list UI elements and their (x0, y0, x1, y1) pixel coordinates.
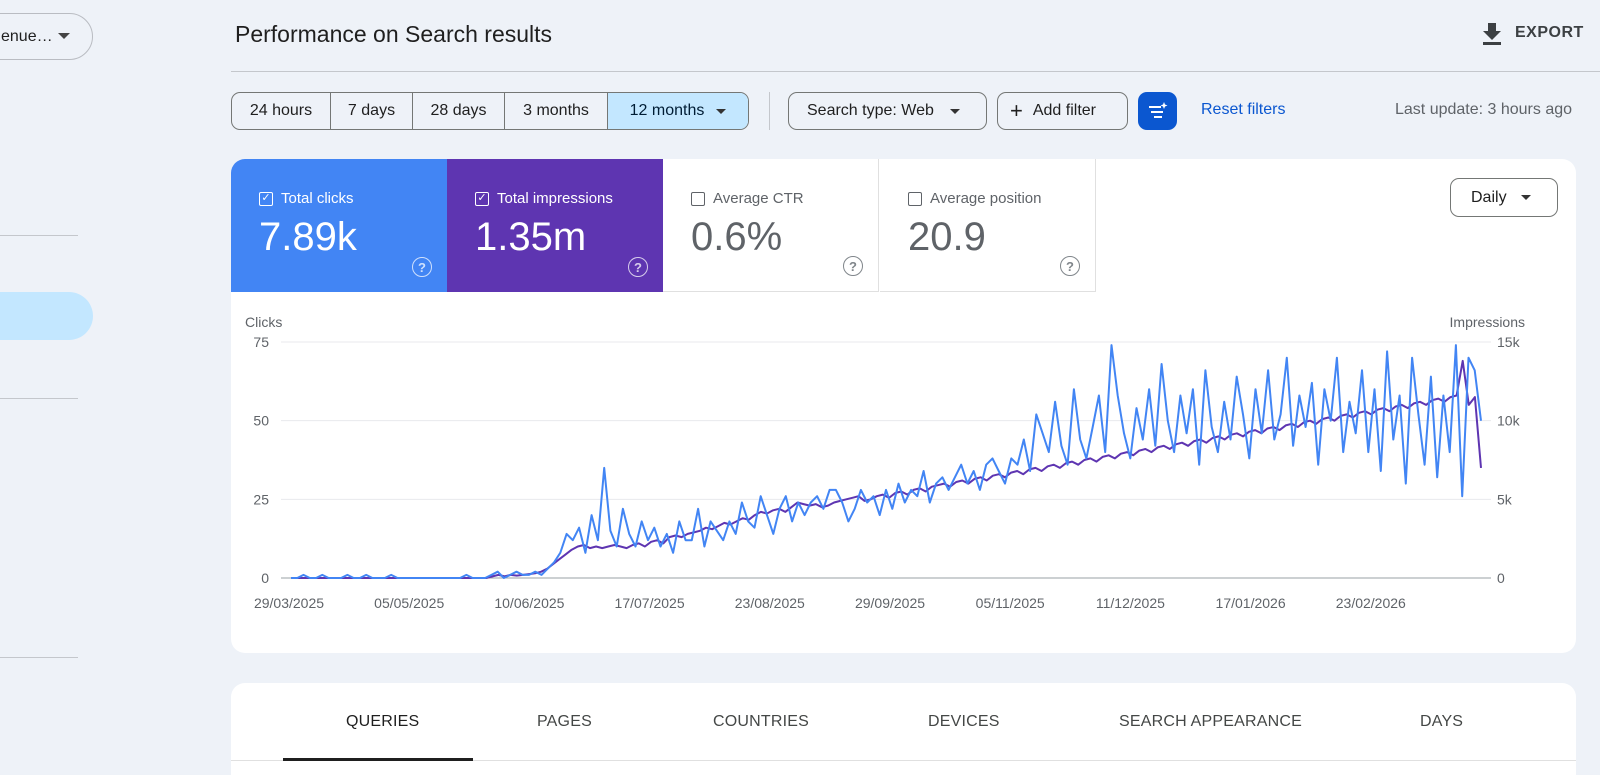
metric-value: 0.6% (691, 215, 783, 259)
plus-icon: + (1010, 98, 1023, 123)
x-tick-label: 29/09/2025 (855, 595, 925, 611)
x-tick-label: 23/08/2025 (735, 595, 805, 611)
right-tick-label: 10k (1497, 413, 1521, 429)
header-divider (231, 71, 1600, 72)
sidebar-divider (0, 235, 78, 236)
download-icon (1483, 23, 1501, 45)
left-tick-label: 25 (253, 491, 269, 507)
range-24-hours[interactable]: 24 hours (232, 93, 331, 129)
metric-total-clicks[interactable]: ✓ Total clicks 7.89k ? (231, 159, 447, 292)
help-icon[interactable]: ? (1060, 256, 1080, 276)
sidebar-item-performance[interactable] (0, 292, 93, 340)
chevron-down-icon (716, 108, 727, 114)
right-axis-title: Impressions (1450, 314, 1525, 330)
metric-value: 20.9 (908, 215, 986, 259)
add-filter-label: Add filter (1032, 102, 1096, 119)
tabs-divider (231, 760, 1576, 761)
dimension-tabs: QUERIES PAGES COUNTRIES DEVICES SEARCH A… (231, 683, 1576, 775)
search-type-label: Search type: Web (807, 102, 934, 119)
x-tick-label: 17/07/2025 (615, 595, 685, 611)
tab-countries[interactable]: COUNTRIES (713, 713, 810, 730)
checkbox-checked-icon[interactable]: ✓ (259, 191, 273, 206)
tab-queries[interactable]: QUERIES (346, 713, 420, 730)
last-update-text: Last update: 3 hours ago (1395, 101, 1573, 118)
range-28-days[interactable]: 28 days (413, 93, 505, 129)
x-tick-label: 23/02/2026 (1336, 595, 1406, 611)
filter-settings-button[interactable] (1138, 92, 1177, 130)
left-tick-label: 50 (253, 413, 269, 429)
x-tick-label: 05/05/2025 (374, 595, 444, 611)
page-title: Performance on Search results (235, 21, 553, 47)
help-icon[interactable]: ? (412, 257, 432, 277)
export-button[interactable]: EXPORT (1481, 21, 1584, 45)
help-icon[interactable]: ? (843, 256, 863, 276)
x-tick-label: 10/06/2025 (494, 595, 564, 611)
checkbox-unchecked-icon[interactable] (908, 191, 922, 206)
series-line-clicks (291, 344, 1482, 579)
granularity-label: Daily (1471, 188, 1507, 206)
help-icon[interactable]: ? (628, 257, 648, 277)
active-tab-indicator (283, 758, 473, 761)
range-3-months[interactable]: 3 months (505, 93, 608, 129)
range-12-months[interactable]: 12 months (608, 93, 748, 129)
right-tick-label: 15k (1497, 334, 1521, 350)
filter-separator (769, 92, 770, 130)
left-tick-label: 75 (253, 334, 269, 350)
tune-icon (1148, 102, 1167, 118)
metric-average-position[interactable]: Average position 20.9 ? (880, 159, 1096, 292)
granularity-select[interactable]: Daily (1450, 178, 1558, 217)
metric-total-impressions[interactable]: ✓ Total impressions 1.35m ? (447, 159, 663, 292)
export-label: EXPORT (1515, 24, 1584, 41)
tab-devices[interactable]: DEVICES (928, 713, 1000, 730)
performance-chart: Clicks Impressions 0 0 25 5k 50 10k 75 15k 29/03/2… (245, 314, 1525, 611)
tab-pages[interactable]: PAGES (537, 713, 592, 730)
x-tick-label: 05/11/2025 (976, 595, 1045, 611)
chevron-down-icon (949, 108, 960, 114)
left-tick-label: 0 (261, 570, 269, 586)
x-tick-label: 17/01/2026 (1216, 595, 1286, 611)
metric-label: Average position (930, 190, 1042, 207)
checkbox-checked-icon[interactable]: ✓ (475, 191, 489, 206)
property-select-label: enue… (1, 27, 53, 45)
metric-value: 1.35m (475, 215, 587, 259)
series-line-impressions (291, 359, 1482, 579)
chevron-down-icon (1520, 195, 1531, 200)
right-tick-label: 0 (1497, 570, 1505, 586)
reset-filters-link[interactable]: Reset filters (1201, 101, 1286, 118)
sidebar-divider (0, 657, 78, 658)
metric-label: Average CTR (713, 190, 804, 207)
metric-label: Total clicks (281, 190, 354, 207)
chevron-down-icon (58, 33, 70, 39)
left-axis-title: Clicks (245, 314, 282, 330)
x-tick-label: 11/12/2025 (1096, 595, 1165, 611)
search-type-select[interactable]: Search type: Web (788, 92, 987, 130)
metric-average-ctr[interactable]: Average CTR 0.6% ? (663, 159, 879, 292)
x-tick-label: 29/03/2025 (254, 595, 324, 611)
metric-value: 7.89k (259, 215, 357, 259)
checkbox-unchecked-icon[interactable] (691, 191, 705, 206)
date-range-group: 24 hours 7 days 28 days 3 months 12 mont… (231, 92, 749, 130)
sidebar-divider (0, 398, 78, 399)
add-filter-button[interactable]: + Add filter (997, 92, 1128, 130)
right-tick-label: 5k (1497, 491, 1513, 507)
property-select[interactable]: enue… (0, 13, 93, 60)
tab-search-appearance[interactable]: SEARCH APPEARANCE (1119, 713, 1303, 730)
metric-label: Total impressions (497, 190, 613, 207)
tab-days[interactable]: DAYS (1420, 713, 1464, 730)
range-7-days[interactable]: 7 days (331, 93, 413, 129)
performance-card: ✓ Total clicks 7.89k ? ✓ Total impressions… (231, 159, 1576, 653)
